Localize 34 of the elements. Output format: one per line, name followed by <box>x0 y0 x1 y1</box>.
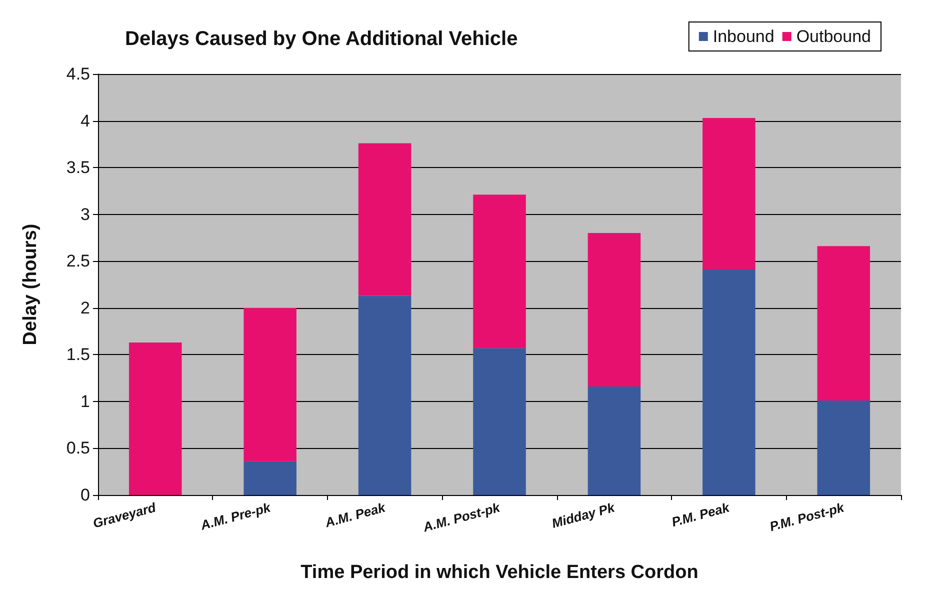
y-tick-label: 1.5 <box>66 345 90 364</box>
y-tick-label: 3 <box>80 204 90 224</box>
bar <box>244 461 296 495</box>
bar <box>702 270 756 495</box>
bar <box>244 308 296 462</box>
y-tick-label: 4.5 <box>66 64 90 84</box>
y-tick-label: 1 <box>80 392 90 411</box>
x-tick-label: A.M. Post-pk <box>420 500 502 535</box>
y-tick-label: 0.5 <box>66 438 90 458</box>
x-tick-label: P.M. Post-pk <box>768 500 846 534</box>
legend-label: Outbound <box>796 27 872 46</box>
x-tick-label: P.M. Peak <box>670 500 732 530</box>
bar <box>702 118 756 270</box>
bar <box>817 246 870 401</box>
y-tick-label: 2.5 <box>66 252 90 271</box>
bar <box>588 386 641 495</box>
bar <box>358 296 412 495</box>
y-tick-label: 3.5 <box>66 158 90 178</box>
bar <box>128 342 182 495</box>
y-axis-title: Delay (hours) <box>20 224 41 346</box>
bar <box>473 348 526 495</box>
x-tick-label: A.M. Peak <box>322 500 388 530</box>
x-tick-label: A.M. Pre-pk <box>198 500 273 534</box>
legend-label: Inbound <box>712 27 774 46</box>
bar <box>817 400 870 495</box>
y-tick-label: 4 <box>80 111 90 130</box>
bar <box>473 194 526 348</box>
y-tick-label: 2 <box>80 298 90 318</box>
chart-title: Delays Caused by One Additional Vehicle <box>125 28 518 50</box>
bar <box>588 233 641 386</box>
bar <box>358 143 412 296</box>
y-tick-label: 0 <box>80 486 90 504</box>
x-tick-label: Midday Pk <box>550 500 617 531</box>
x-axis-title: Time Period in which Vehicle Enters Cordon <box>300 562 698 583</box>
